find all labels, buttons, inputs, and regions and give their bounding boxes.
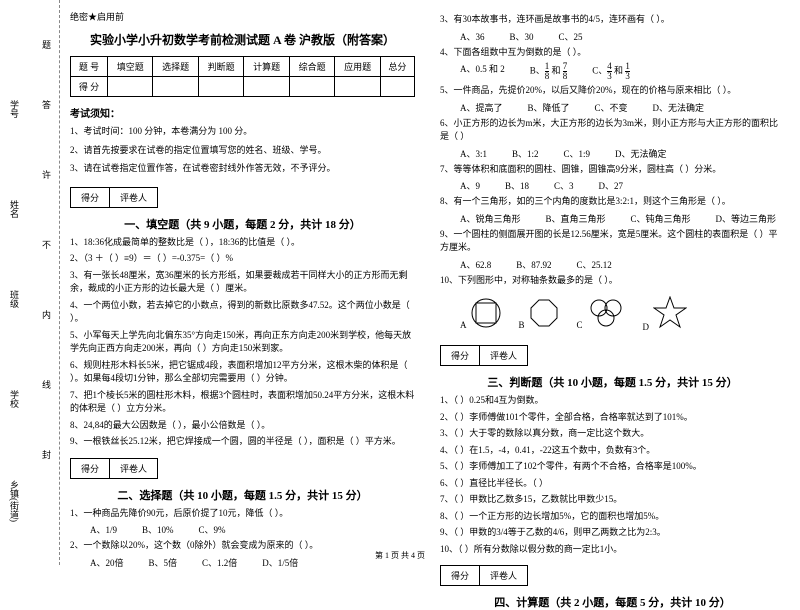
judge-q8: 8、（ ）一个正方形的边长增加5%，它的面积也增加5%。 (440, 510, 785, 524)
section-title-calc: 四、计算题（共 2 小题，每题 5 分，共计 10 分） (440, 594, 785, 610)
judge-q2: 2、（ ）李师傅做101个零件，全部合格，合格率就达到了101%。 (440, 411, 785, 425)
table-row: 题 号 填空题 选择题 判断题 计算题 综合题 应用题 总分 (71, 57, 415, 77)
main-content: 绝密★启用前 实验小学小升初数学考前检测试题 A 卷 沪教版（附答案） 题 号 … (60, 0, 800, 565)
fill-q4: 4、一个两位小数，若去掉它的小数点，得到的新数比原数多47.52。这个两位小数是… (70, 299, 415, 326)
score-label: 得分 (71, 459, 110, 478)
judge-q7: 7、（ ）甲数比乙数多15，乙数就比甲数少15。 (440, 493, 785, 507)
judge-q4: 4、（ ）在1.5，-4，0.41，-22这五个数中，负数有3个。 (440, 444, 785, 458)
seal-mark-6: 答 (40, 100, 53, 109)
judge-q6: 6、（ ）直径比半径长。（ ） (440, 477, 785, 491)
notice-item: 2、请首先按要求在试卷的指定位置填写您的姓名、班级、学号。 (70, 144, 415, 158)
score-box-fill: 得分 评卷人 (70, 187, 158, 208)
score-box-calc: 得分 评卷人 (440, 565, 528, 586)
fill-q9: 9、一根铁丝长25.12米，把它焊接成一个圆，圆的半径是（ ），面积是（ ）平方… (70, 435, 415, 449)
fill-q7: 7、把1个棱长5米的圆柱形木料，根据3个圆柱时，表面积增加50.24平方分米，这… (70, 389, 415, 416)
choice-q1-opts: A、1/9 B、10% C、9% (70, 523, 415, 536)
fill-q1: 1、18:36化成最简单的整数比是（ ），18:36的比值是（ ）。 (70, 236, 415, 250)
score-table: 题 号 填空题 选择题 判断题 计算题 综合题 应用题 总分 得 分 (70, 56, 415, 97)
choice-q9: 9、一个圆柱的侧面展开图的长是12.56厘米，宽是5厘米。这个圆柱的表面积是（ … (440, 228, 785, 255)
fill-q3: 3、有一张长48厘米，宽36厘米的长方形纸，如果要裁成若干同样大小的正方形而无剩… (70, 269, 415, 296)
fill-q5: 5、小军每天上学先向北偏东35°方向走150米，再向正东方向走200米到学校，他… (70, 329, 415, 356)
section-title-judge: 三、判断题（共 10 小题，每题 1.5 分，共计 15 分） (440, 374, 785, 390)
gutter-field-school: 学校 (8, 390, 21, 408)
section-title-fill: 一、填空题（共 9 小题，每题 2 分，共计 18 分） (70, 216, 415, 232)
choice-q3-opts: A、36 B、30 C、25 (440, 30, 785, 43)
page-footer: 第 1 页 共 4 页 (0, 550, 800, 561)
grader-label: 评卷人 (480, 346, 527, 365)
binding-gutter: 乡镇(街道) 学校 班级 姓名 学号 封 线 内 不 许 答 题 (0, 0, 60, 565)
th-fill: 填空题 (107, 57, 152, 77)
notice-item: 1、考试时间：100 分钟，本卷满分为 100 分。 (70, 125, 415, 139)
shape-options: A B C D (440, 290, 785, 339)
gutter-field-name: 姓名 (8, 200, 21, 218)
seal-mark-3: 内 (40, 310, 53, 319)
fill-q6: 6、规则柱形木料长5米，把它锯成4段，表面积增加12平方分米，这根木柴的体积是（… (70, 359, 415, 386)
shape-b: B (519, 298, 559, 331)
judge-q1: 1、（ ）0.25和4互为倒数。 (440, 394, 785, 408)
gutter-field-id: 学号 (8, 100, 21, 118)
seal-mark-2: 线 (40, 380, 53, 389)
grader-label: 评卷人 (480, 566, 527, 585)
right-column: 3、有30本故事书，连环画是故事书的4/5，连环画有（ ）。 A、36 B、30… (440, 10, 785, 560)
square-in-circle-icon (471, 298, 501, 328)
th-total: 总分 (380, 57, 414, 77)
fill-q8: 8、24,84的最大公因数是（ ），最小公倍数是（ ）。 (70, 419, 415, 433)
exam-title: 实验小学小升初数学考前检测试题 A 卷 沪教版（附答案） (70, 31, 415, 48)
th-num: 题 号 (71, 57, 108, 77)
choice-q5-opts: A、提高了 B、降低了 C、不变 D、无法确定 (440, 101, 785, 114)
seal-mark-4: 不 (40, 240, 53, 249)
table-row: 得 分 (71, 77, 415, 97)
choice-q8: 8、有一个三角形，如的三个内角的度数比是3:2:1，则这个三角形是（ ）。 (440, 195, 785, 209)
shape-d: D (643, 296, 688, 333)
gutter-field-township: 乡镇(街道) (8, 480, 21, 522)
confidential-label: 绝密★启用前 (70, 10, 415, 23)
notice-heading: 考试须知： (70, 105, 415, 120)
th-app: 应用题 (335, 57, 380, 77)
score-label: 得分 (441, 566, 480, 585)
notice-item: 3、请在试卷指定位置作答，在试卷密封线外作答无效，不予评分。 (70, 162, 415, 176)
grader-label: 评卷人 (110, 188, 157, 207)
left-column: 绝密★启用前 实验小学小升初数学考前检测试题 A 卷 沪教版（附答案） 题 号 … (70, 10, 415, 560)
choice-q10: 10、下列图形中，对称轴条数最多的是（ ）。 (440, 274, 785, 288)
section-title-choice: 二、选择题（共 10 小题，每题 1.5 分，共计 15 分） (70, 487, 415, 503)
seal-mark-5: 许 (40, 170, 53, 179)
choice-q1: 1、一种商品先降价90元，后原价提了10元，降低（ ）。 (70, 507, 415, 521)
shape-c: C (577, 298, 625, 331)
choice-q9-opts: A、62.8 B、87.92 C、25.12 (440, 258, 785, 271)
judge-q9: 9、（ ）甲数的3/4等于乙数的4/6，则甲乙两数之比为2:3。 (440, 526, 785, 540)
score-box-choice: 得分 评卷人 (70, 458, 158, 479)
choice-q6: 6、小正方形的边长为m米，大正方形的边长为3m米，则小正方形与大正方形的面积比是… (440, 117, 785, 144)
seal-mark-7: 题 (40, 40, 53, 49)
choice-q4-opts: A、0.5 和 2 B、18 和 78 C、43 和 13 (440, 62, 785, 81)
shape-a: A (460, 298, 501, 331)
grader-label: 评卷人 (110, 459, 157, 478)
choice-q3: 3、有30本故事书，连环画是故事书的4/5，连环画有（ ）。 (440, 13, 785, 27)
th-judge: 判断题 (198, 57, 243, 77)
choice-q7: 7、等等体积和底面积的圆柱、圆锥，圆锥高9分米，圆柱高（ ）分米。 (440, 163, 785, 177)
fill-q2: 2、（3 ＋（ ）≡9）＝（ ）=-0.375=（ ）% (70, 252, 415, 266)
choice-q6-opts: A、3:1 B、1:2 C、1:9 D、无法确定 (440, 147, 785, 160)
three-circles-icon (587, 298, 625, 328)
judge-q5: 5、（ ）李师傅加工了102个零件，有两个不合格，合格率是100%。 (440, 460, 785, 474)
score-label: 得分 (441, 346, 480, 365)
score-label: 得分 (71, 188, 110, 207)
seal-mark-1: 封 (40, 450, 53, 459)
choice-q7-opts: A、9 B、18 C、3 D、27 (440, 179, 785, 192)
score-box-judge: 得分 评卷人 (440, 345, 528, 366)
gutter-field-class: 班级 (8, 290, 21, 308)
choice-q8-opts: A、锐角三角形 B、直角三角形 C、钝角三角形 D、等边三角形 (440, 212, 785, 225)
judge-q3: 3、（ ）大于零的数除以真分数，商一定比这个数大。 (440, 427, 785, 441)
th-calc: 计算题 (244, 57, 289, 77)
th-comp: 综合题 (289, 57, 334, 77)
star-icon (653, 296, 687, 330)
choice-q5: 5、一件商品，先提价20%，以后又降价20%，现在的价格与原来相比（ ）。 (440, 84, 785, 98)
th-choice: 选择题 (153, 57, 198, 77)
td-score-label: 得 分 (71, 77, 108, 97)
choice-q4: 4、下面各组数中互为倒数的是（ ）。 (440, 46, 785, 60)
octagon-icon (529, 298, 559, 328)
